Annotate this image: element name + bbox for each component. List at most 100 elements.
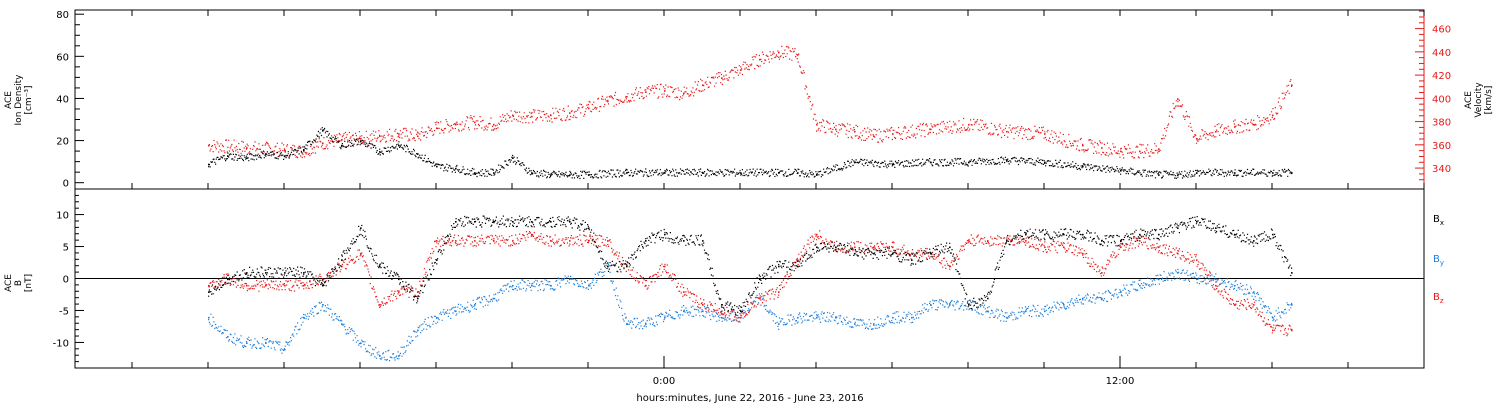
by-point [1006, 316, 1008, 319]
bz-point [246, 284, 248, 287]
by-point [1234, 284, 1236, 287]
bx-point [664, 233, 666, 236]
bx-point [949, 246, 951, 249]
b-field-tick-label: 0 [63, 275, 69, 286]
by-point [1253, 291, 1255, 293]
by-point [493, 297, 495, 300]
velocity-point [1272, 114, 1274, 117]
bz-point [1196, 259, 1198, 261]
bz-point [265, 284, 267, 287]
velocity-point [1234, 126, 1236, 128]
density-point [854, 161, 856, 164]
bz-point [512, 240, 514, 242]
by-point [702, 310, 704, 313]
by-point [569, 278, 571, 281]
velocity-tick-label: 340 [1432, 164, 1451, 175]
bx-point [284, 272, 286, 274]
density-point [930, 161, 932, 164]
bz-point [1044, 246, 1046, 249]
bz-point [987, 240, 989, 242]
density-point [474, 172, 476, 174]
density-point [1291, 172, 1293, 174]
velocity-point [1101, 147, 1103, 149]
bz-point [1215, 284, 1217, 287]
by-point [303, 316, 305, 319]
velocity-tick-label: 440 [1432, 48, 1451, 59]
bx-point [303, 272, 305, 274]
velocity-axis-label: ACE Velocity [km/s] [1464, 82, 1494, 118]
by-point [683, 310, 685, 313]
density-point [1272, 172, 1274, 174]
density-point [778, 172, 780, 174]
by-point [778, 323, 780, 325]
density-axis-label: ACE Ion Density [cm⁻³] [4, 74, 34, 126]
bz-point [1253, 304, 1255, 306]
bx-point [816, 246, 818, 249]
density-point [702, 172, 704, 174]
density-point [303, 149, 305, 151]
density-tick-label: 80 [56, 10, 69, 21]
velocity-point [360, 137, 362, 140]
bx-scatter-points [208, 215, 1293, 316]
velocity-point [683, 92, 685, 95]
velocity-tick-label: 380 [1432, 118, 1451, 129]
by-point [398, 355, 400, 357]
bx-point [1025, 233, 1027, 236]
velocity-point [626, 96, 628, 98]
bx-point [512, 221, 514, 223]
bz-point [569, 240, 571, 242]
bz-point [1177, 252, 1179, 255]
velocity-point [892, 133, 894, 135]
bz-point [398, 291, 400, 293]
density-point [740, 172, 742, 174]
by-point [1120, 291, 1122, 293]
density-axis-label-line: [cm⁻³] [24, 85, 34, 114]
velocity-point [854, 130, 856, 133]
bx-point [1253, 240, 1255, 242]
legend-bz: Bz [1433, 292, 1444, 305]
density-axis-label-line: Ion Density [14, 74, 24, 126]
by-point [1158, 278, 1160, 281]
density-point [341, 144, 343, 147]
velocity-point [1139, 150, 1141, 153]
b-field-axis-label-line: [nT] [24, 274, 34, 292]
bz-point [1120, 246, 1122, 249]
b-field-tick-label: 5 [63, 243, 69, 254]
density-tick-label: 20 [56, 137, 69, 148]
bx-point [474, 221, 476, 223]
by-point [208, 316, 210, 319]
density-axis: 0 20 40 60 80 [56, 10, 84, 190]
velocity-point [721, 77, 723, 79]
bx-point [702, 240, 704, 242]
by-point [322, 304, 324, 306]
density-point [360, 140, 362, 143]
bz-point [455, 240, 457, 242]
bx-point [740, 310, 742, 313]
bx-point [892, 252, 894, 255]
density-point [1082, 165, 1084, 168]
velocity-point [702, 84, 704, 86]
bz-point [284, 284, 286, 287]
magnetic-field-panel: -10 -5 0 5 10 ACE B [nT] Bx By Bz [4, 188, 1444, 369]
bx-point [1120, 240, 1122, 242]
by-point [1044, 310, 1046, 313]
bx-point [1177, 227, 1179, 229]
velocity-axis-label-line: [km/s] [1484, 86, 1494, 115]
bz-point [911, 252, 913, 255]
velocity-point [835, 128, 837, 131]
density-point [1196, 172, 1198, 174]
bz-point [1139, 240, 1141, 242]
bz-point [683, 291, 685, 293]
by-point [1291, 304, 1293, 306]
bx-point [531, 221, 533, 223]
by-point [664, 316, 666, 319]
bx-point [322, 284, 324, 287]
density-point [493, 172, 495, 174]
velocity-point [1158, 148, 1160, 150]
bz-point [208, 284, 210, 287]
bx-point [873, 252, 875, 255]
bz-point [1101, 272, 1103, 274]
b-field-axis: -10 -5 0 5 10 [53, 188, 84, 369]
bz-point [607, 240, 609, 242]
bx-point [683, 240, 685, 242]
